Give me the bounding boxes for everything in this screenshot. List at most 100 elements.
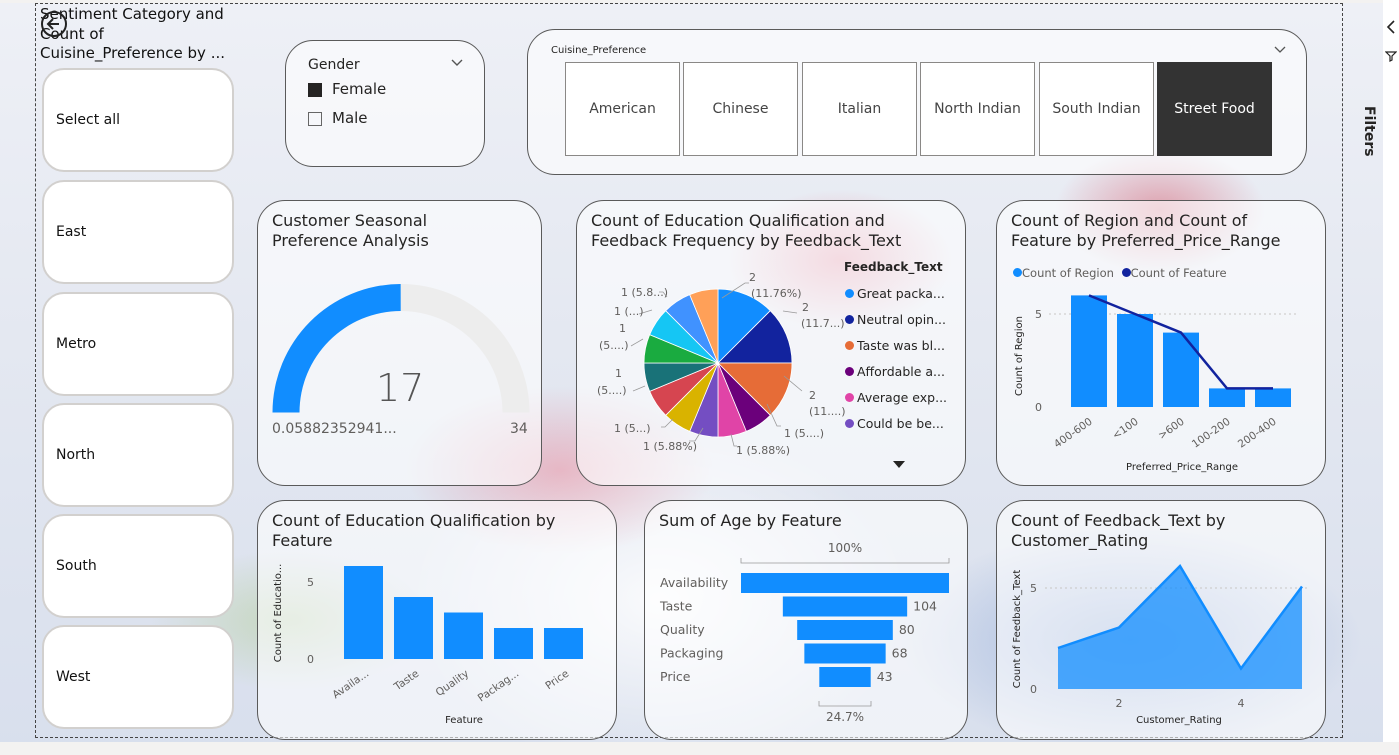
funnel-category-label: Packaging: [660, 646, 723, 661]
slicer-item-label: Select all: [56, 112, 120, 128]
x-tick-label: 100-200: [1190, 416, 1233, 451]
funnel-value-label: 68: [892, 646, 908, 661]
pie-slice[interactable]: [717, 288, 771, 364]
x-tick-label: <100: [1110, 416, 1141, 442]
chevron-down-icon[interactable]: [450, 58, 464, 68]
gauge-value: 17: [376, 366, 425, 410]
y-tick-label: 5: [307, 576, 314, 589]
pie-legend-item[interactable]: Could be be...: [845, 411, 947, 437]
pie-legend-item[interactable]: Average exp...: [845, 385, 947, 411]
funnel-card[interactable]: Sum of Age by Feature 100% 24.7% Availab…: [644, 500, 968, 740]
funnel-bar[interactable]: [782, 596, 908, 617]
region-chart-title: Count of Region and Count of Feature by …: [1011, 211, 1281, 250]
chevron-left-icon[interactable]: [1385, 20, 1397, 34]
slicer-item-label: East: [56, 224, 87, 240]
pie-legend-item[interactable]: Taste was bl...: [845, 333, 947, 359]
bar-count-of-region[interactable]: [1163, 332, 1199, 407]
filters-pane-collapsed[interactable]: Filters: [1361, 0, 1399, 755]
region-chart-card[interactable]: Count of Region and Count of Feature by …: [996, 200, 1326, 486]
bar-education-count[interactable]: [494, 628, 533, 659]
slicer-item-label: South: [56, 558, 97, 574]
pie-legend-item[interactable]: Great packa...: [845, 281, 947, 307]
filters-pane-label[interactable]: Filters: [1361, 106, 1377, 157]
bar-education-count[interactable]: [544, 628, 583, 659]
pie-data-label: (5....): [599, 339, 629, 352]
funnel-bar[interactable]: [819, 667, 871, 687]
pie-data-label: 1: [619, 322, 626, 335]
cuisine-tile-american[interactable]: American: [565, 62, 680, 156]
top-toolbar-strip: [0, 0, 1399, 3]
scroll-down-arrow-icon[interactable]: [893, 461, 905, 468]
edu-chart-card[interactable]: Count of Education Qualification by Feat…: [257, 500, 617, 740]
bar-count-of-region[interactable]: [1117, 314, 1153, 407]
region-chart-xlabel: Preferred_Price_Range: [1126, 462, 1238, 473]
gauge-card[interactable]: Customer Seasonal Preference Analysis 17…: [257, 200, 542, 486]
slicer-item-metro[interactable]: Metro: [42, 292, 234, 396]
y-tick-label: 0: [307, 653, 314, 666]
gender-option-female[interactable]: Female: [308, 80, 386, 98]
slicer-item-north[interactable]: North: [42, 403, 234, 507]
y-tick-label: 5: [1030, 582, 1037, 595]
region-chart-legend: Count of Region Count of Feature: [1013, 266, 1227, 280]
sentiment-slicer-title: Sentiment Category and Count of Cuisine_…: [40, 5, 226, 62]
cuisine-tile-south-indian[interactable]: South Indian: [1039, 62, 1154, 156]
gauge-fill: [272, 284, 401, 413]
bar-education-count[interactable]: [394, 597, 433, 659]
legend-dot-icon: [845, 393, 854, 402]
legend-dot-icon: [1013, 268, 1022, 277]
slicer-item-east[interactable]: East: [42, 180, 234, 284]
bar-count-of-region[interactable]: [1209, 388, 1245, 407]
cuisine-tile-chinese[interactable]: Chinese: [683, 62, 798, 156]
pie-slice[interactable]: [689, 288, 719, 364]
area-chart-xlabel: Customer_Rating: [1136, 715, 1222, 726]
y-tick-label: 0: [1035, 401, 1042, 414]
bar-count-of-region[interactable]: [1071, 295, 1107, 407]
cuisine-slicer-title: Cuisine_Preference: [551, 45, 647, 56]
slicer-item-label: West: [56, 669, 91, 685]
chevron-down-icon[interactable]: [1274, 45, 1286, 54]
bar-education-count[interactable]: [444, 612, 483, 660]
area-chart-card[interactable]: Count of Feedback_Text by Customer_Ratin…: [996, 500, 1326, 740]
pie-data-label: 1 (5....): [784, 427, 824, 440]
x-tick-label: 200-400: [1236, 416, 1279, 451]
cuisine-tile-north-indian[interactable]: North Indian: [920, 62, 1035, 156]
funnel-bar[interactable]: [741, 573, 949, 593]
pie-slice[interactable]: [717, 362, 793, 416]
funnel-bar[interactable]: [797, 620, 893, 640]
region-combo-chart: Count of Region Preferred_Price_Range 5 …: [1014, 294, 1297, 473]
back-arrow-icon[interactable]: [39, 9, 69, 39]
checkbox-unchecked-icon[interactable]: [308, 111, 322, 126]
series-line-count-of-feature: [1088, 294, 1273, 390]
bar-education-count[interactable]: [344, 566, 383, 659]
legend-label: Could be be...: [857, 416, 944, 431]
pie-legend-item[interactable]: Neutral opin...: [845, 307, 947, 333]
funnel-bar[interactable]: [804, 643, 886, 664]
slicer-item-label: North: [56, 447, 96, 463]
cuisine-tile-street-food[interactable]: Street Food: [1157, 62, 1272, 156]
pie-legend: Great packa... Neutral opin... Taste was…: [845, 281, 947, 437]
pie-card[interactable]: Count of Education Qualification and Fee…: [576, 200, 966, 486]
checkbox-checked-icon[interactable]: [308, 82, 322, 97]
pie-data-label: (11.76%): [751, 287, 802, 300]
x-tick-label: Availa...: [330, 668, 371, 702]
slicer-item-label: Metro: [56, 336, 97, 352]
pie-legend-title: Feedback_Text: [844, 260, 943, 274]
region-chart-ylabel: Count of Region: [1014, 316, 1025, 396]
cuisine-tile-italian[interactable]: Italian: [802, 62, 917, 156]
gender-slicer-title: Gender: [308, 57, 360, 73]
slicer-item-select-all[interactable]: Select all: [42, 68, 234, 172]
pie-data-label: 1 (5.88%): [643, 440, 697, 453]
gauge-min-label: 0.05882352941...: [272, 421, 397, 437]
legend-label: Great packa...: [857, 286, 945, 301]
pie-slice[interactable]: [717, 310, 793, 364]
cuisine-tile-label: South Indian: [1052, 101, 1141, 117]
funnel-title: Sum of Age by Feature: [659, 511, 842, 530]
pie-legend-item[interactable]: Affordable a...: [845, 359, 947, 385]
bar-count-of-region[interactable]: [1255, 388, 1291, 407]
slicer-item-south[interactable]: South: [42, 514, 234, 618]
slicer-item-west[interactable]: West: [42, 625, 234, 729]
pie-data-label: 1 (5...): [614, 422, 651, 435]
x-tick-label: Packag...: [476, 668, 521, 705]
legend-label: Count of Region: [1022, 266, 1114, 280]
gender-option-male[interactable]: Male: [308, 109, 368, 127]
